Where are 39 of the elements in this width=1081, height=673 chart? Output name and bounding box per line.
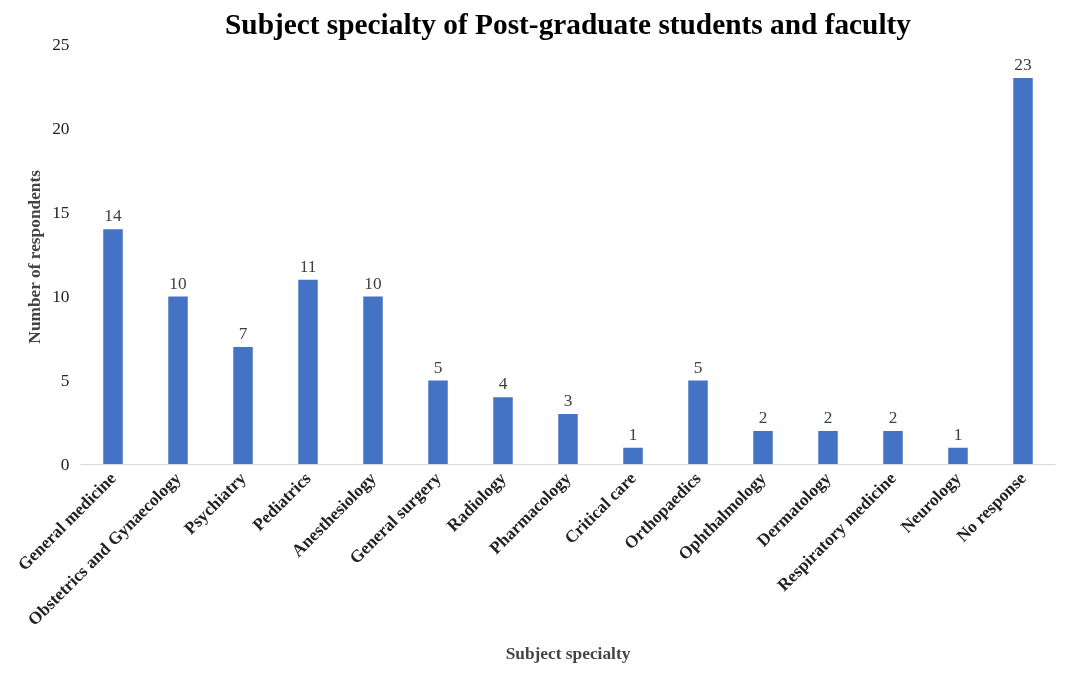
data-label: 1	[953, 424, 963, 444]
bar	[168, 296, 188, 465]
bar	[558, 414, 578, 465]
chart-title: Subject specialty of Post-graduate students and faculty	[225, 7, 912, 40]
data-label: 1	[628, 424, 638, 444]
bar	[103, 229, 123, 465]
bar	[818, 430, 838, 465]
data-label: 10	[169, 273, 187, 293]
bar	[948, 447, 968, 465]
bar	[883, 430, 903, 465]
bar	[688, 380, 708, 465]
data-label: 7	[238, 323, 248, 343]
bar	[623, 447, 643, 465]
bar	[428, 380, 448, 465]
y-tick-label: 20	[52, 119, 70, 138]
data-label: 2	[758, 407, 768, 427]
x-axis-title: Subject specialty	[505, 643, 631, 663]
bar	[363, 296, 383, 465]
data-label: 4	[498, 374, 508, 394]
bar	[233, 346, 253, 465]
data-label: 11	[299, 256, 317, 276]
y-tick-label: 15	[52, 203, 70, 222]
data-label: 2	[888, 407, 898, 427]
data-label: 23	[1014, 55, 1032, 75]
bar	[753, 430, 773, 465]
data-label: 3	[563, 391, 573, 411]
bar	[298, 279, 318, 465]
data-label: 2	[823, 407, 833, 427]
y-tick-label: 5	[60, 371, 70, 390]
y-tick-label: 0	[60, 455, 70, 474]
bar	[1013, 78, 1033, 465]
data-label: 14	[104, 206, 122, 226]
y-tick-label: 25	[52, 35, 70, 54]
data-label: 5	[433, 357, 443, 377]
data-label: 10	[364, 273, 382, 293]
y-axis-title: Number of respondents	[25, 169, 45, 344]
bar	[493, 397, 513, 465]
y-tick-label: 10	[52, 287, 70, 306]
data-label: 5	[693, 357, 703, 377]
